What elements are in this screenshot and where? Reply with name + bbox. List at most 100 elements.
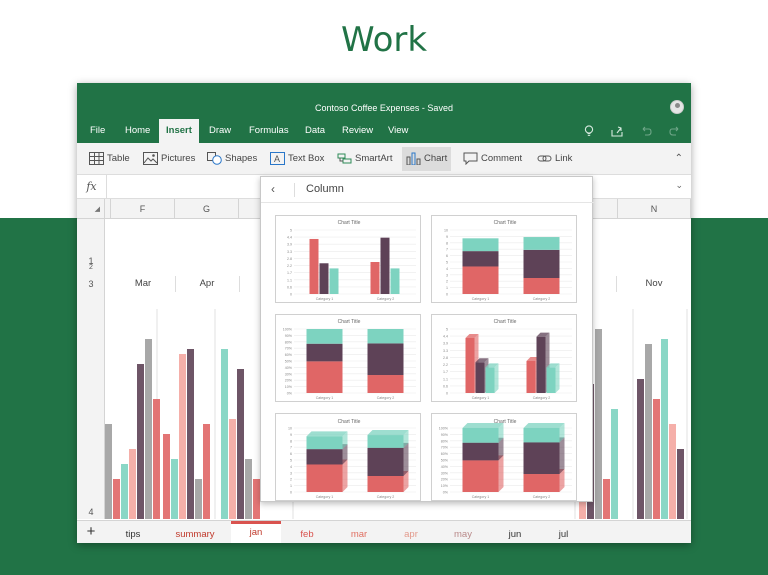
sheet-tab-summary[interactable]: summary bbox=[175, 529, 215, 540]
bar bbox=[329, 268, 339, 294]
column-f[interactable]: F bbox=[111, 199, 175, 219]
row-4[interactable]: 4 bbox=[88, 507, 94, 517]
sheet-chart-bar bbox=[229, 419, 236, 519]
column-n[interactable]: N bbox=[617, 199, 691, 219]
bar bbox=[485, 367, 495, 393]
select-all-corner[interactable]: ◢ bbox=[77, 199, 105, 219]
menu-file[interactable]: File bbox=[90, 125, 106, 136]
popup-header: ‹ Column bbox=[261, 177, 594, 203]
title-bar: Contoso Coffee Expenses - Saved bbox=[77, 83, 691, 119]
sheet-tab-jan[interactable]: jan bbox=[231, 521, 281, 543]
column-g[interactable]: G bbox=[175, 199, 239, 219]
tick-label: 80% bbox=[285, 340, 293, 344]
menu-home[interactable]: Home bbox=[125, 125, 151, 136]
bar bbox=[523, 474, 560, 492]
smartart-button[interactable]: SmartArt bbox=[333, 147, 396, 171]
redo-icon[interactable] bbox=[668, 124, 682, 138]
menu-draw[interactable]: Draw bbox=[209, 125, 232, 136]
bar bbox=[370, 262, 380, 294]
tick-label: 70% bbox=[441, 446, 449, 450]
sheet-chart-bar bbox=[187, 349, 194, 519]
shapes-button[interactable]: Shapes bbox=[203, 147, 261, 171]
pictures-button[interactable]: Pictures bbox=[139, 147, 199, 171]
sheet-tab-apr[interactable]: apr bbox=[404, 529, 418, 540]
bar-top bbox=[485, 363, 499, 368]
category-label: Category 1 bbox=[316, 396, 334, 400]
chart-option-3[interactable]: Chart Title 0% 10% 20% 30% 40% 50% 60% 70% 80% 90%… bbox=[275, 314, 421, 402]
sheet-chart-bar bbox=[669, 424, 676, 519]
menu-data[interactable]: Data bbox=[305, 125, 326, 136]
tick-label: 8 bbox=[290, 439, 292, 443]
tick-label: 10 bbox=[288, 427, 292, 431]
bar-side bbox=[559, 423, 565, 443]
chart-thumbnail: Chart Title 0 1 2 3 4 5 6 7 8 9 10 Category 1 Categor… bbox=[288, 419, 416, 499]
bar-top bbox=[465, 333, 479, 338]
sheet-chart-bar bbox=[653, 399, 660, 519]
row-2[interactable]: 2 bbox=[89, 264, 93, 271]
avatar-icon[interactable] bbox=[670, 100, 684, 114]
bar bbox=[526, 361, 536, 393]
tick-label: 9 bbox=[290, 433, 292, 437]
table-button[interactable]: Table bbox=[85, 147, 134, 171]
bar-side bbox=[342, 431, 348, 450]
undo-icon[interactable] bbox=[639, 124, 653, 138]
menu-bar: File Home Insert Draw Formulas Data Revi… bbox=[77, 119, 691, 143]
chevron-down-icon[interactable]: ⌄ bbox=[675, 180, 683, 190]
sheet-chart[interactable] bbox=[105, 219, 691, 519]
row-1[interactable]: 1 bbox=[88, 256, 94, 266]
tick-label: 6 bbox=[446, 254, 448, 258]
menu-view[interactable]: View bbox=[388, 125, 409, 136]
menu-formulas[interactable]: Formulas bbox=[249, 125, 289, 136]
insert-ribbon: Table Pictures Shapes A Text Box SmartAr… bbox=[77, 143, 691, 175]
comment-label: Comment bbox=[481, 153, 523, 164]
tick-label: 0 bbox=[290, 491, 292, 495]
collapse-ribbon-icon[interactable]: ⌃ bbox=[674, 153, 683, 164]
chart-thumbnail: Chart Title 0 0.6 1.1 1.7 2.2 2.8 3.3 3.9 4.4 5 Cat… bbox=[287, 220, 416, 301]
bar-top bbox=[536, 332, 550, 337]
tick-label: 90% bbox=[285, 334, 293, 338]
sheet-chart-bar bbox=[179, 354, 186, 519]
textbox-button[interactable]: A Text Box bbox=[266, 147, 328, 171]
chart-option-6[interactable]: Chart Title 0% 10% 20% 30% 40% 50% 60% 70% 80% 90%… bbox=[431, 413, 577, 501]
bar bbox=[462, 266, 499, 294]
sheet-chart-bar bbox=[105, 424, 112, 519]
shapes-label: Shapes bbox=[225, 153, 258, 164]
add-sheet-button[interactable]: + bbox=[86, 523, 96, 540]
chart-option-5[interactable]: Chart Title 0 1 2 3 4 5 6 7 8 9 10 Category 1 Categor… bbox=[275, 413, 421, 501]
chart-option-1[interactable]: Chart Title 0 0.6 1.1 1.7 2.2 2.8 3.3 3.9 4.4 5 Cat… bbox=[275, 215, 421, 303]
chart-button[interactable]: Chart bbox=[402, 147, 452, 171]
smartart-icon bbox=[337, 153, 352, 164]
link-button[interactable]: Link bbox=[533, 147, 576, 171]
tick-label: 3.9 bbox=[443, 342, 448, 346]
tick-label: 5 bbox=[290, 229, 292, 233]
sheet-tab-tips[interactable]: tips bbox=[125, 529, 141, 540]
lightbulb-icon[interactable] bbox=[582, 124, 596, 138]
sheet-tab-jun[interactable]: jun bbox=[508, 529, 522, 540]
sheet-tab-feb[interactable]: feb bbox=[300, 529, 314, 540]
sheet-chart-bar bbox=[221, 349, 228, 519]
sheet-tab-may[interactable]: may bbox=[454, 529, 472, 540]
back-arrow-icon[interactable]: ‹ bbox=[271, 182, 275, 196]
tick-label: 0 bbox=[446, 392, 448, 396]
svg-text:A: A bbox=[274, 154, 280, 164]
sheet-tab-mar[interactable]: mar bbox=[350, 529, 368, 540]
comment-button[interactable]: Comment bbox=[459, 147, 526, 171]
bar bbox=[367, 435, 404, 448]
category-label: Category 2 bbox=[377, 297, 395, 301]
column-header-cell[interactable] bbox=[105, 199, 111, 219]
menu-insert[interactable]: Insert bbox=[159, 119, 199, 143]
fx-icon[interactable]: fx bbox=[77, 175, 107, 198]
share-icon[interactable] bbox=[610, 124, 624, 138]
menu-review[interactable]: Review bbox=[342, 125, 374, 136]
chart-option-2[interactable]: Chart Title 0 1 2 3 4 5 6 7 8 9 10 Category 1 Categor… bbox=[431, 215, 577, 303]
chart-option-4[interactable]: Chart Title 0 0.6 1.1 1.7 2.2 2.8 3.3 3.9 4.4 5 Cat… bbox=[431, 314, 577, 402]
cell-divider bbox=[175, 276, 176, 292]
bar-side bbox=[559, 437, 565, 475]
category-label: Category 1 bbox=[472, 495, 490, 499]
tick-label: 70% bbox=[285, 347, 293, 351]
shapes-icon bbox=[207, 152, 222, 165]
row-3[interactable]: 3 bbox=[88, 279, 94, 289]
bar bbox=[309, 238, 319, 294]
window-title: Contoso Coffee Expenses - Saved bbox=[315, 103, 453, 113]
sheet-tab-jul[interactable]: jul bbox=[558, 529, 569, 540]
